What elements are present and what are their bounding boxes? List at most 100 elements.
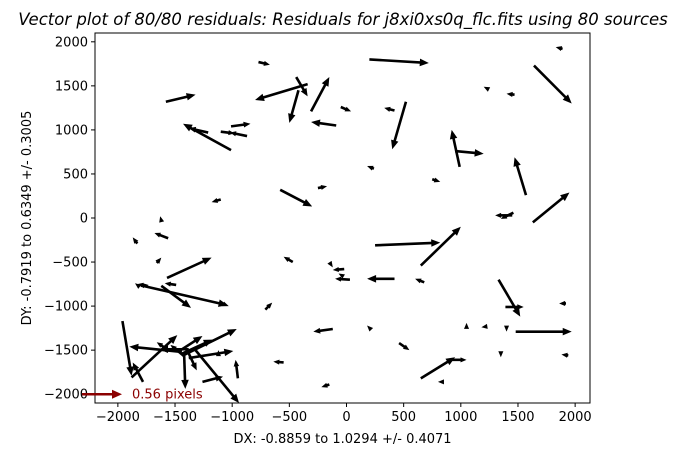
- arrow-head: [474, 149, 484, 157]
- residual-arrow: [183, 123, 232, 152]
- residual-arrow: [155, 257, 162, 264]
- arrow-shaft: [420, 359, 450, 380]
- residual-arrow: [321, 382, 330, 388]
- arrow-head: [560, 192, 570, 202]
- arrow-shaft: [193, 128, 209, 134]
- arrow-shaft: [339, 277, 351, 281]
- arrow-shaft: [309, 82, 328, 113]
- residual-arrow: [449, 357, 467, 363]
- arrow-head: [562, 327, 572, 336]
- residual-arrow: [483, 86, 491, 92]
- y-tick-label: 0: [80, 212, 88, 227]
- residual-arrow: [135, 283, 142, 289]
- residual-arrow: [398, 342, 410, 351]
- arrow-head: [181, 379, 189, 389]
- arrow-shaft: [136, 346, 183, 354]
- residual-arrow: [367, 325, 374, 332]
- arrow-shaft: [182, 331, 231, 357]
- residual-arrow: [449, 129, 461, 168]
- x-tick-label: 2000: [559, 410, 592, 425]
- arrow-shaft: [504, 211, 514, 218]
- y-tick-label: 1500: [55, 79, 88, 94]
- residual-arrow: [188, 348, 234, 360]
- residual-arrow: [391, 101, 408, 150]
- arrow-head: [367, 275, 377, 283]
- x-axis-label: DX: -0.8859 to 1.0294 +/- 0.4071: [233, 432, 451, 447]
- arrow-shaft: [392, 101, 408, 143]
- arrow-head: [135, 283, 142, 289]
- arrow-head: [321, 77, 330, 87]
- arrow-head: [498, 351, 504, 358]
- arrow-head: [288, 113, 296, 123]
- arrow-head: [302, 199, 313, 207]
- residual-arrow: [454, 149, 484, 157]
- residual-arrow: [313, 327, 333, 334]
- x-tick-label: −1000: [210, 410, 254, 425]
- arrow-head: [273, 359, 280, 365]
- residual-arrow: [317, 184, 328, 190]
- arrow-head: [512, 306, 521, 317]
- arrow-head: [464, 322, 470, 329]
- residual-arrow: [230, 121, 251, 128]
- residual-arrow: [340, 105, 352, 112]
- arrow-head: [555, 46, 563, 52]
- x-tick-label: −2000: [96, 410, 140, 425]
- residual-arrow: [142, 284, 228, 307]
- y-tick-label: 1000: [55, 123, 88, 138]
- residual-arrow: [273, 359, 284, 365]
- arrow-head: [313, 327, 321, 334]
- arrow-shaft: [533, 64, 568, 100]
- residual-arrow: [188, 126, 209, 134]
- arrow-head: [367, 165, 374, 171]
- residual-arrow: [515, 327, 572, 336]
- residual-arrow: [533, 64, 572, 104]
- arrow-shaft: [142, 284, 221, 305]
- arrow-head: [338, 273, 345, 279]
- arrow-head: [266, 302, 273, 309]
- residual-arrow: [255, 82, 309, 101]
- scale-key: 0.56 pixels: [82, 388, 203, 403]
- residual-arrow: [369, 58, 429, 67]
- arrow-head: [419, 58, 429, 67]
- arrow-head: [159, 216, 165, 223]
- residual-arrow: [431, 177, 441, 183]
- residual-arrow: [258, 60, 270, 66]
- arrow-shaft: [419, 230, 457, 267]
- residual-arrow: [415, 278, 425, 284]
- arrow-shaft: [261, 82, 309, 100]
- residual-arrow: [186, 350, 197, 371]
- arrow-head: [129, 343, 139, 352]
- arrow-head: [188, 126, 197, 133]
- arrow-shaft: [532, 196, 565, 224]
- residual-arrow: [513, 157, 528, 196]
- arrow-head: [263, 60, 270, 66]
- arrow-shaft: [160, 284, 187, 305]
- arrow-shaft: [290, 89, 300, 117]
- residual-arrow: [164, 281, 177, 287]
- x-tick-label: 500: [391, 410, 416, 425]
- plot-frame: [94, 32, 591, 404]
- residual-arrow: [295, 76, 308, 97]
- arrow-head: [233, 359, 240, 367]
- residual-arrow: [327, 260, 333, 268]
- arrow-head: [155, 257, 162, 264]
- residual-arrow: [375, 239, 441, 247]
- residual-arrow: [498, 351, 504, 358]
- x-axis-ticks: −2000 −1500 −1000 −500 0 500 1000 1500 2000: [96, 403, 592, 425]
- arrow-head: [211, 198, 219, 203]
- residual-arrow: [555, 46, 563, 52]
- arrow-head: [126, 366, 134, 376]
- arrow-head: [403, 344, 410, 351]
- arrow-head: [154, 232, 161, 238]
- arrow-head: [164, 281, 172, 287]
- arrow-head: [559, 300, 566, 306]
- arrow-shaft: [220, 130, 230, 135]
- residual-arrow: [311, 119, 337, 127]
- arrow-head: [344, 106, 352, 112]
- residual-arrow: [367, 275, 395, 283]
- residual-arrow: [192, 346, 240, 403]
- arrow-head: [437, 379, 444, 385]
- arrow-head: [170, 344, 177, 351]
- arrow-shaft: [188, 350, 227, 360]
